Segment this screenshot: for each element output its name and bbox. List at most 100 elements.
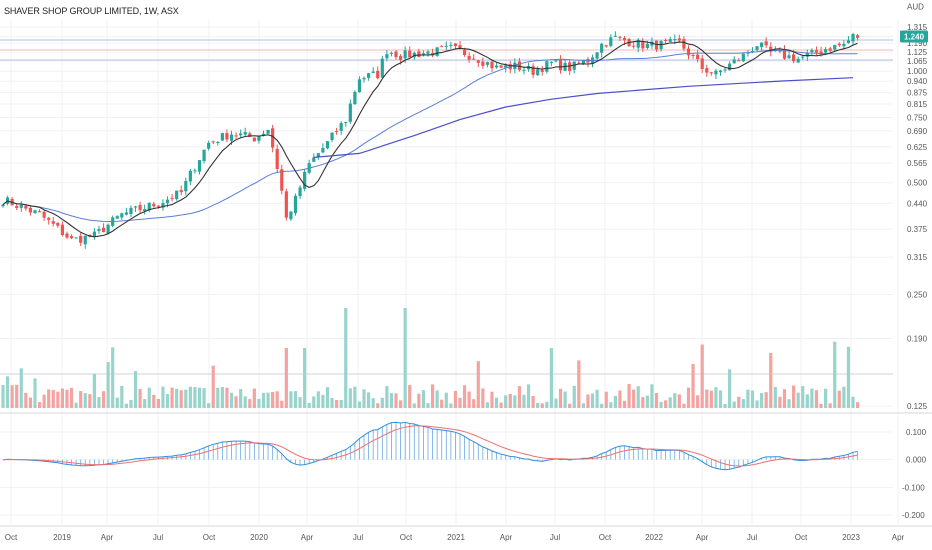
price-tick-label: 1.125 xyxy=(907,48,928,57)
time-tick-label: Oct xyxy=(599,533,612,542)
volume-bar xyxy=(604,391,608,408)
candle-body xyxy=(101,227,106,233)
candle-body xyxy=(83,235,87,245)
volume-bar xyxy=(522,394,526,408)
volume-bar xyxy=(792,385,796,408)
volume-bar xyxy=(796,392,800,408)
volume-bar xyxy=(83,393,87,408)
volume-bar xyxy=(855,402,860,408)
candle-body xyxy=(613,35,617,37)
candle-body xyxy=(389,52,394,54)
candle-body xyxy=(636,39,640,48)
volume-bar xyxy=(714,387,718,408)
price-tick-label: 0.190 xyxy=(907,335,928,344)
volume-bar xyxy=(833,341,837,408)
candle-body xyxy=(15,206,19,208)
candle-body xyxy=(824,49,828,53)
candle-body xyxy=(531,66,535,75)
candle-body xyxy=(202,149,206,161)
candle-body xyxy=(65,233,69,238)
volume-bar xyxy=(10,385,14,408)
volume-bar xyxy=(65,389,69,408)
candle-body xyxy=(271,128,275,148)
price-tick-label: 0.750 xyxy=(907,113,928,122)
candle-body xyxy=(604,45,608,47)
candle-body xyxy=(19,204,23,208)
candle-body xyxy=(837,43,841,46)
volume-bar xyxy=(563,391,567,408)
volume-bar xyxy=(426,403,430,408)
candle-body xyxy=(170,198,174,200)
volume-bar xyxy=(586,394,590,408)
volume-bar xyxy=(746,389,750,408)
candle-body xyxy=(476,60,480,63)
volume-bar xyxy=(344,308,348,408)
candle-body xyxy=(833,44,837,50)
volume-bar xyxy=(307,402,311,408)
candle-body xyxy=(549,61,553,63)
time-tick-label: Apr xyxy=(500,533,513,542)
volume-bar xyxy=(129,399,133,408)
candle-body xyxy=(56,222,60,226)
volume-bar xyxy=(248,399,252,408)
candle-body xyxy=(398,56,403,60)
candle-body xyxy=(216,141,220,143)
volume-bar xyxy=(581,403,585,408)
volume-bar xyxy=(133,371,138,408)
grid xyxy=(0,20,899,524)
candle-body xyxy=(312,157,316,162)
candle-body xyxy=(133,206,138,208)
ma-10-line xyxy=(2,40,858,238)
volume-bar xyxy=(654,392,659,408)
volume-bar xyxy=(732,401,736,408)
volume-bar xyxy=(458,397,462,408)
volume-bar xyxy=(79,391,83,408)
volume-bar xyxy=(193,387,197,408)
volume-bar xyxy=(668,397,672,408)
volume-bar xyxy=(188,386,192,408)
price-tick-label: 0.625 xyxy=(907,143,928,152)
volume-bar xyxy=(138,388,142,408)
candle-body xyxy=(536,69,540,76)
volume-bar xyxy=(42,394,46,408)
volume-bar xyxy=(60,388,65,408)
time-tick-label: Apr xyxy=(101,533,114,542)
volume-bar xyxy=(453,390,458,408)
candle-body xyxy=(229,134,234,141)
candle-body xyxy=(188,170,192,182)
volume-bar xyxy=(842,386,846,408)
volume-bar xyxy=(51,389,55,408)
candle-body xyxy=(796,58,800,63)
volume-bar xyxy=(367,392,371,408)
candle-body xyxy=(540,70,544,73)
volume-bar xyxy=(824,388,828,408)
candle-body xyxy=(714,70,718,75)
candle-body xyxy=(481,61,485,66)
time-tick-label: Oct xyxy=(5,533,18,542)
time-axis: Oct 2019 Apr Jul Oct 2020 Apr Jul Oct 2021 Apr Jul O… xyxy=(5,533,905,542)
chart-title: SHAVER SHOP GROUP LIMITED, 1W, ASX xyxy=(4,6,179,16)
volume-bar xyxy=(348,388,352,408)
candle-body xyxy=(143,209,147,212)
candle-body xyxy=(595,52,599,59)
volume-bar xyxy=(335,399,339,408)
candle-body xyxy=(782,49,787,59)
candle-body xyxy=(371,71,375,73)
candle-body xyxy=(705,68,709,73)
candle-body xyxy=(24,205,28,209)
volume-bar xyxy=(28,397,33,408)
volume-bar xyxy=(577,360,581,408)
volume-bar xyxy=(101,391,106,408)
volume-bar xyxy=(124,403,128,408)
candle-body xyxy=(165,199,170,204)
price-tick-label: 0.125 xyxy=(907,402,928,411)
candle-body xyxy=(376,70,380,79)
volume-bar xyxy=(472,399,476,408)
volume-bar xyxy=(161,386,165,408)
volume-bar xyxy=(787,399,791,408)
candle-body xyxy=(709,72,713,74)
candle-body xyxy=(732,59,736,64)
volume-bar xyxy=(92,373,96,408)
macd-histogram xyxy=(7,422,858,470)
